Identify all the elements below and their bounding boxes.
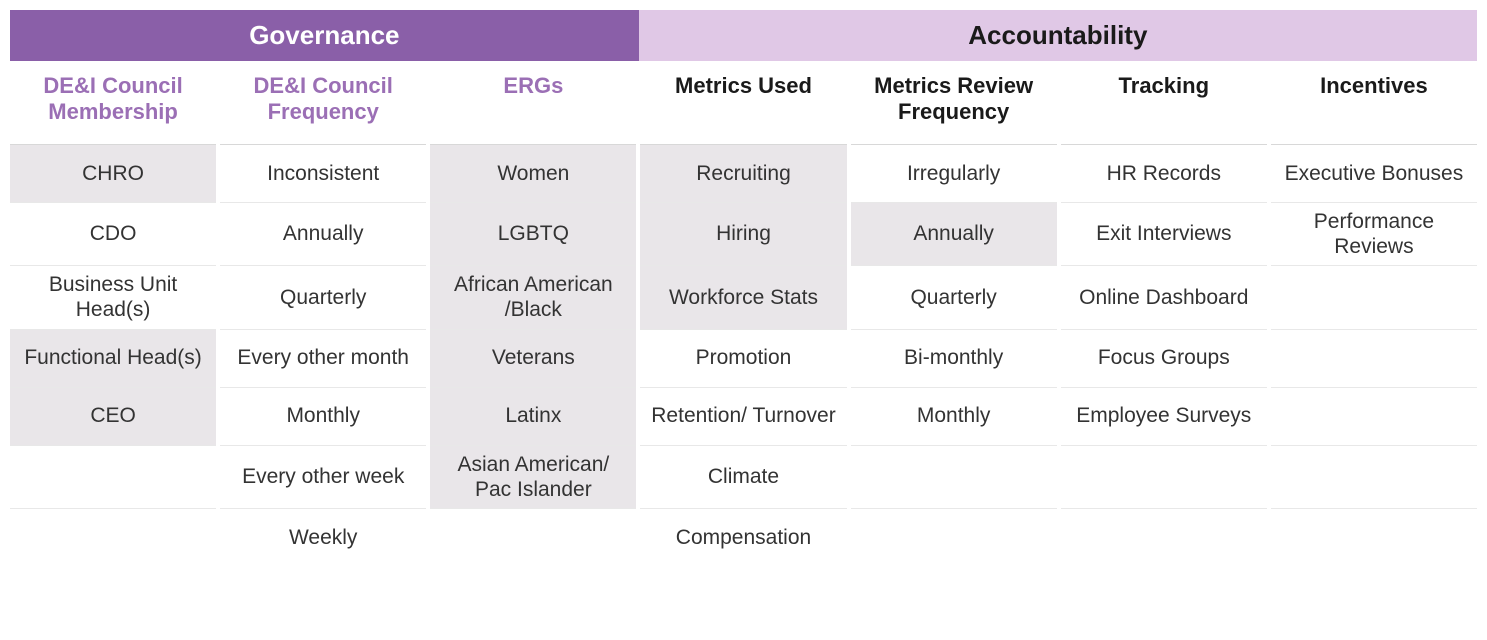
cell-tracking: Online Dashboard bbox=[1061, 266, 1267, 329]
cell-metrics_used: Compensation bbox=[640, 509, 846, 567]
cell-metrics_freq bbox=[851, 509, 1057, 567]
column-header-tracking: Tracking bbox=[1061, 61, 1267, 145]
cell-tracking: Employee Surveys bbox=[1061, 388, 1267, 446]
column-header-metrics_freq: Metrics Review Frequency bbox=[851, 61, 1057, 145]
cell-tracking: Focus Groups bbox=[1061, 330, 1267, 388]
cell-tracking: HR Records bbox=[1061, 145, 1267, 203]
cell-metrics_used: Climate bbox=[640, 446, 846, 509]
column-header-council_frequency: DE&I Council Frequency bbox=[220, 61, 426, 145]
cell-metrics_freq: Monthly bbox=[851, 388, 1057, 446]
cell-incentives bbox=[1271, 446, 1477, 509]
cell-ergs: Latinx bbox=[430, 388, 636, 446]
cell-incentives: Executive Bonuses bbox=[1271, 145, 1477, 203]
cell-incentives bbox=[1271, 388, 1477, 446]
cell-metrics_freq: Quarterly bbox=[851, 266, 1057, 329]
cell-ergs bbox=[430, 509, 636, 567]
cell-council_frequency: Every other month bbox=[220, 330, 426, 388]
cell-council_frequency: Weekly bbox=[220, 509, 426, 567]
cell-council_frequency: Monthly bbox=[220, 388, 426, 446]
cell-council_membership: CDO bbox=[10, 203, 216, 266]
section-header-governance: Governance bbox=[10, 10, 639, 61]
cell-metrics_used: Workforce Stats bbox=[640, 266, 846, 329]
cell-metrics_freq: Irregularly bbox=[851, 145, 1057, 203]
cell-tracking bbox=[1061, 509, 1267, 567]
cell-incentives: Performance Reviews bbox=[1271, 203, 1477, 266]
cell-incentives bbox=[1271, 266, 1477, 329]
cell-council_membership: CHRO bbox=[10, 145, 216, 203]
cell-council_frequency: Annually bbox=[220, 203, 426, 266]
cell-metrics_used: Retention/ Turnover bbox=[640, 388, 846, 446]
cell-council_frequency: Quarterly bbox=[220, 266, 426, 329]
cell-ergs: Veterans bbox=[430, 330, 636, 388]
cell-council_membership: CEO bbox=[10, 388, 216, 446]
cell-tracking bbox=[1061, 446, 1267, 509]
table-root: Governance Accountability DE&I Council M… bbox=[10, 10, 1477, 567]
cell-ergs: Women bbox=[430, 145, 636, 203]
cell-ergs: LGBTQ bbox=[430, 203, 636, 266]
cell-council_frequency: Inconsistent bbox=[220, 145, 426, 203]
cell-council_membership: Business Unit Head(s) bbox=[10, 266, 216, 329]
cell-metrics_freq: Annually bbox=[851, 203, 1057, 266]
section-header-row: Governance Accountability bbox=[10, 10, 1477, 61]
cell-council_membership bbox=[10, 509, 216, 567]
column-header-ergs: ERGs bbox=[430, 61, 636, 145]
cell-metrics_freq bbox=[851, 446, 1057, 509]
cell-metrics_used: Recruiting bbox=[640, 145, 846, 203]
cell-metrics_freq: Bi-monthly bbox=[851, 330, 1057, 388]
column-header-council_membership: DE&I Council Membership bbox=[10, 61, 216, 145]
column-header-incentives: Incentives bbox=[1271, 61, 1477, 145]
cell-council_membership bbox=[10, 446, 216, 509]
cell-council_frequency: Every other week bbox=[220, 446, 426, 509]
cell-ergs: African American /Black bbox=[430, 266, 636, 329]
cell-ergs: Asian American/ Pac Islander bbox=[430, 446, 636, 509]
cell-incentives bbox=[1271, 509, 1477, 567]
data-grid: DE&I Council MembershipDE&I Council Freq… bbox=[10, 61, 1477, 567]
cell-metrics_used: Promotion bbox=[640, 330, 846, 388]
section-header-accountability: Accountability bbox=[639, 10, 1477, 61]
cell-incentives bbox=[1271, 330, 1477, 388]
column-header-metrics_used: Metrics Used bbox=[640, 61, 846, 145]
cell-tracking: Exit Interviews bbox=[1061, 203, 1267, 266]
cell-metrics_used: Hiring bbox=[640, 203, 846, 266]
cell-council_membership: Functional Head(s) bbox=[10, 330, 216, 388]
